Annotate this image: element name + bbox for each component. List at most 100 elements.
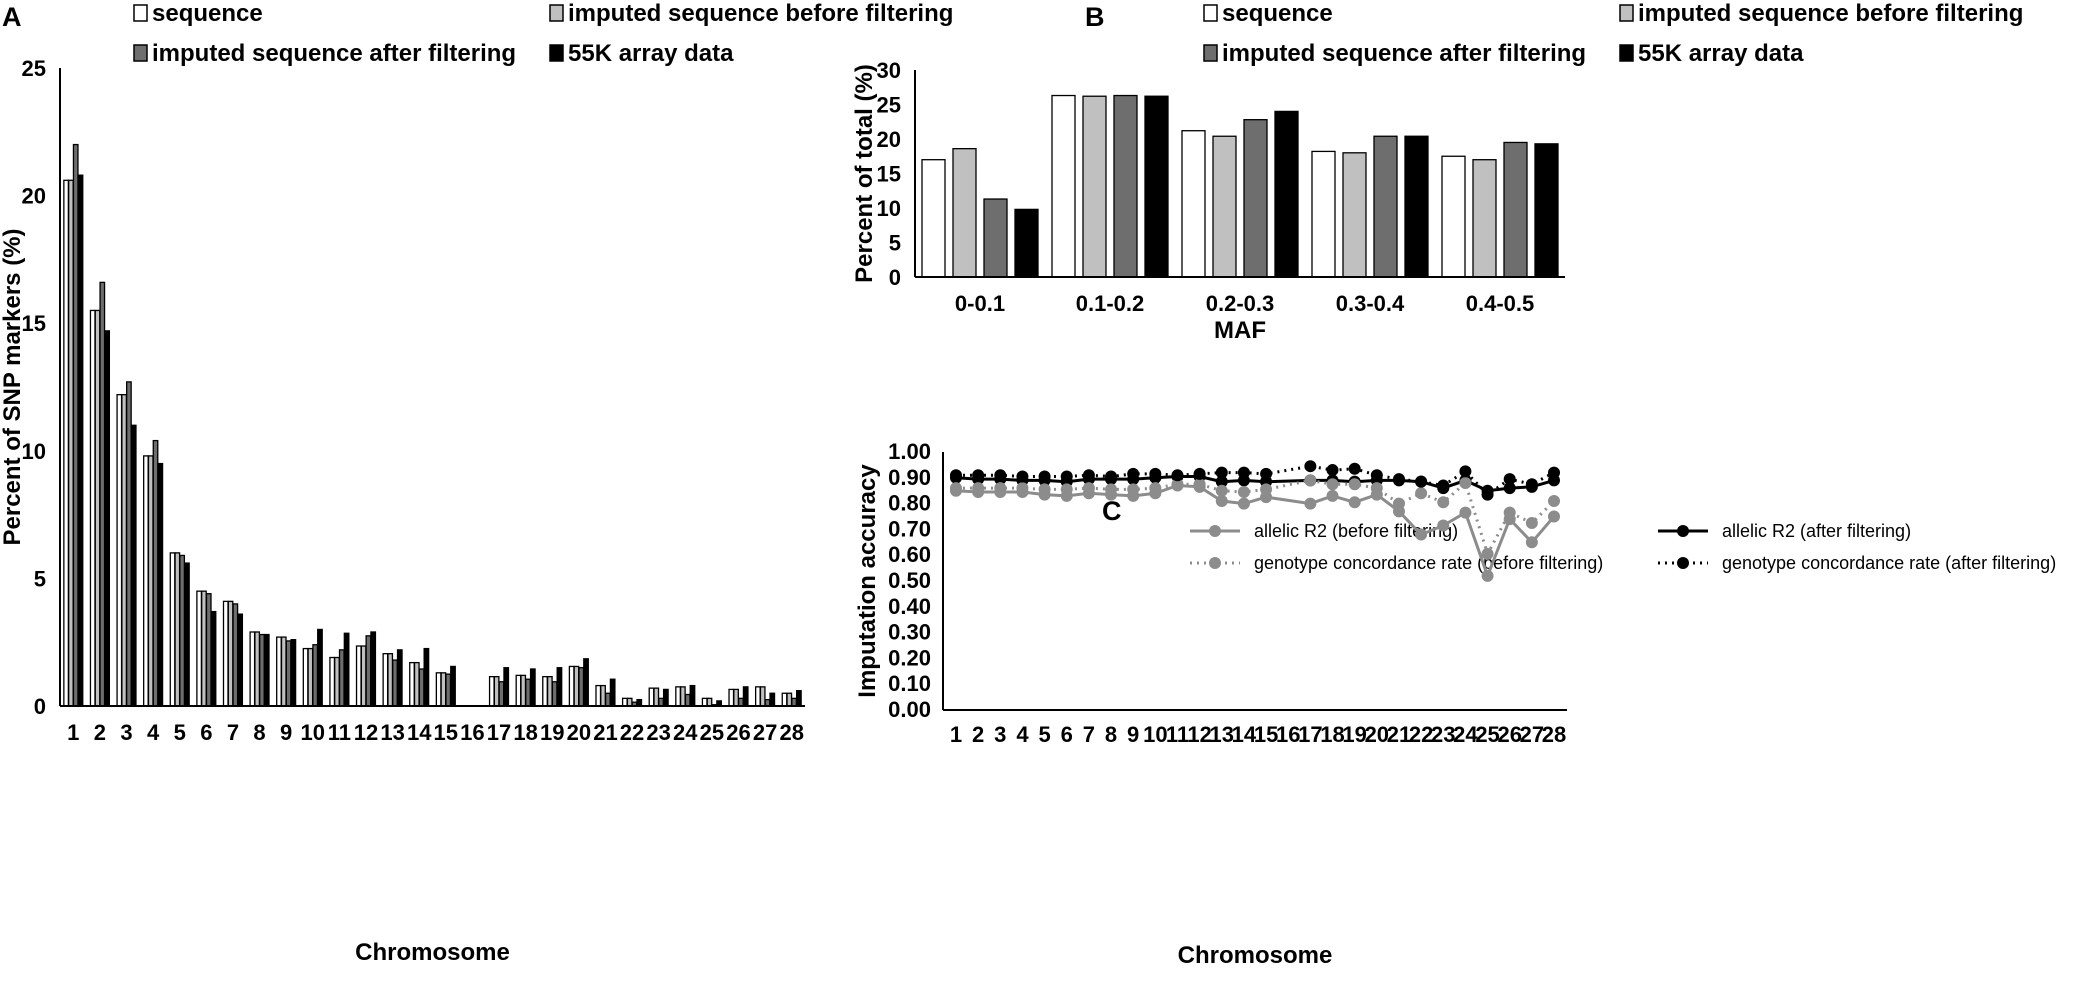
legend-c-marker-gc-before [1209,557,1221,569]
x-tick-c-19: 19 [1342,722,1366,747]
point-c-series-4-chr-25 [1481,488,1494,501]
bar-a-5-series-2 [174,552,181,707]
bar-a-11-series-4 [343,632,350,707]
point-c-series-3-chr-9 [1127,483,1140,496]
bar-a-28-series-3 [791,697,797,707]
x-tick-b-0.4-0.5: 0.4-0.5 [1466,291,1535,316]
bar-a-13-series-1 [382,653,389,707]
point-c-series-4-chr-20 [1370,469,1383,482]
legend-b-swatch-sequence [1203,4,1218,22]
x-tick-c-5: 5 [1038,722,1050,747]
point-c-series-3-chr-1 [950,482,962,495]
point-c-series-4-chr-11 [1171,469,1184,482]
y-tick-a-5: 5 [34,566,46,591]
bar-a-6-series-1 [196,590,203,707]
bar-b-0.4-0.5-series-2 [1472,159,1497,278]
bar-b-0-0.1-series-4 [1014,208,1039,278]
x-tick-a-22: 22 [620,720,644,745]
x-tick-a-2: 2 [94,720,106,745]
bar-a-6-series-3 [205,593,212,707]
bar-a-18-series-1 [515,674,522,707]
x-tick-c-13: 13 [1210,722,1234,747]
bar-a-19-series-2 [546,676,553,707]
point-c-series-3-chr-14 [1237,485,1250,498]
bar-a-6-series-2 [201,590,207,707]
bar-a-20-series-3 [578,667,585,707]
bar-a-1-series-3 [72,143,79,707]
bar-b-0.3-0.4-series-3 [1373,135,1398,278]
point-c-series-4-chr-19 [1348,462,1361,475]
point-c-series-4-chr-12 [1193,467,1206,480]
x-tick-a-1: 1 [67,720,79,745]
panel-c-letter: C [1102,496,1122,526]
bar-a-24-series-4 [689,684,696,707]
bar-b-0.3-0.4-series-1 [1311,150,1336,278]
bar-a-14-series-2 [413,661,420,707]
bar-a-23-series-2 [653,687,660,707]
bar-a-18-series-4 [529,668,536,707]
point-c-series-2-chr-26 [1503,482,1516,495]
legend-c-label-gc-after: genotype concordance rate (after filteri… [1722,553,2056,573]
x-tick-a-14: 14 [407,720,432,745]
legend-b-label-imputed-before: imputed sequence before filtering [1638,0,2023,27]
x-tick-a-10: 10 [301,720,325,745]
point-c-series-3-chr-4 [1016,482,1029,495]
point-c-series-4-chr-28 [1548,466,1560,479]
legend-c-marker-r2-before [1209,525,1221,537]
bar-b-0.1-0.2-series-2 [1082,95,1107,278]
bar-a-4-series-2 [147,455,154,707]
x-tick-a-19: 19 [540,720,564,745]
x-tick-a-11: 11 [328,720,351,745]
legend-a-swatch-55k [549,44,564,62]
legend-a-swatch-imputed-after [133,44,148,62]
x-tick-c-10: 10 [1143,722,1167,747]
x-tick-c-21: 21 [1387,722,1411,747]
bar-a-10-series-3 [312,644,319,707]
bar-a-2-series-4 [104,330,111,707]
x-tick-a-25: 25 [700,720,724,745]
legend-c-marker-r2-after [1677,525,1689,537]
bar-a-23-series-1 [648,687,655,707]
bar-a-2-series-1 [89,309,96,707]
bar-a-20-series-4 [583,658,589,707]
bar-a-7-series-2 [227,600,234,707]
bar-a-26-series-2 [733,688,739,707]
bar-a-25-series-1 [701,697,708,707]
x-tick-c-28: 28 [1542,722,1566,747]
point-c-series-4-chr-5 [1038,470,1051,483]
y-tick-a-15: 15 [22,311,46,336]
bar-a-20-series-1 [568,665,575,707]
bar-a-26-series-3 [737,697,744,707]
legend-b-label-sequence: sequence [1222,0,1333,27]
bar-a-28-series-4 [795,690,802,707]
x-tick-a-21: 21 [593,720,617,745]
point-c-series-3-chr-23 [1437,496,1450,509]
bar-a-1-series-2 [68,179,74,707]
bar-b-0-0.1-series-2 [952,148,977,278]
panel-a-legend: sequence imputed sequence before filteri… [133,0,953,67]
point-c-series-4-chr-23 [1437,479,1450,492]
x-tick-c-11: 11 [1166,722,1189,747]
bar-a-24-series-2 [679,686,686,707]
bar-a-12-series-4 [370,631,377,707]
panel-b-legend: sequence imputed sequence before filteri… [1203,0,2023,67]
bar-b-0-0.1-series-1 [921,159,946,278]
bar-a-8-series-3 [259,633,265,707]
point-c-series-3-chr-2 [972,482,985,495]
bar-a-9-series-2 [280,636,287,707]
point-c-series-4-chr-6 [1060,470,1073,483]
x-tick-a-5: 5 [174,720,186,745]
point-c-series-4-chr-26 [1503,473,1516,486]
bar-a-11-series-3 [338,649,345,707]
bar-a-27-series-4 [769,692,776,707]
point-c-series-4-chr-1 [950,469,962,482]
point-c-series-3-chr-24 [1459,476,1472,489]
x-tick-a-28: 28 [779,720,803,745]
bar-a-22-series-1 [621,697,628,707]
x-tick-c-15: 15 [1254,722,1278,747]
bar-a-13-series-4 [396,649,403,707]
point-c-series-4-chr-17 [1304,460,1317,473]
bar-a-3-series-1 [116,394,123,707]
y-tick-b-0: 0 [889,265,901,290]
y-tick-c-0.90: 0.90 [888,465,931,490]
